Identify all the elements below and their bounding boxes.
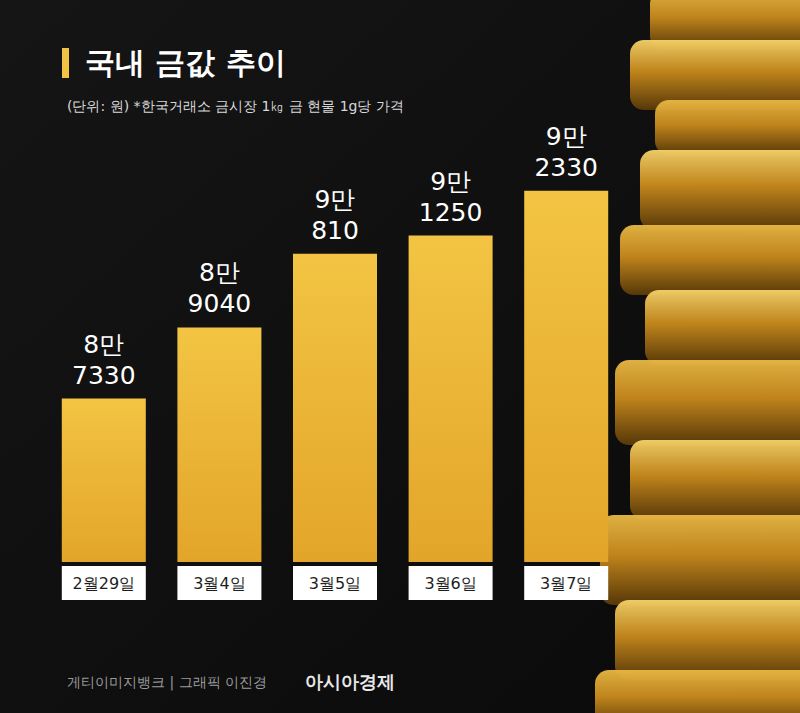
svg-text:9040: 9040 bbox=[188, 289, 252, 318]
svg-text:8만: 8만 bbox=[83, 330, 124, 359]
svg-text:(단위: 원) *한국거래소 금시장 1㎏ 금 현물 1g당: (단위: 원) *한국거래소 금시장 1㎏ 금 현물 1g당 가격 bbox=[67, 98, 404, 114]
svg-text:3월4일: 3월4일 bbox=[193, 574, 245, 593]
svg-text:국내 금값 추이: 국내 금값 추이 bbox=[85, 45, 286, 80]
svg-text:3월5일: 3월5일 bbox=[309, 574, 361, 593]
svg-text:2월29일: 2월29일 bbox=[73, 574, 136, 593]
svg-text:9만: 9만 bbox=[546, 122, 587, 151]
svg-text:3월7일: 3월7일 bbox=[540, 574, 592, 593]
svg-text:7330: 7330 bbox=[72, 361, 136, 390]
svg-text:3월6일: 3월6일 bbox=[424, 574, 476, 593]
svg-text:2330: 2330 bbox=[534, 153, 598, 182]
svg-text:1250: 1250 bbox=[419, 198, 483, 227]
svg-text:8만: 8만 bbox=[199, 258, 240, 287]
svg-text:810: 810 bbox=[311, 216, 359, 245]
svg-text:아시아경제: 아시아경제 bbox=[305, 671, 395, 692]
svg-text:9만: 9만 bbox=[430, 167, 471, 196]
svg-text:9만: 9만 bbox=[315, 185, 356, 214]
svg-text:게티이미지뱅크 | 그래픽 이진경: 게티이미지뱅크 | 그래픽 이진경 bbox=[67, 674, 267, 691]
